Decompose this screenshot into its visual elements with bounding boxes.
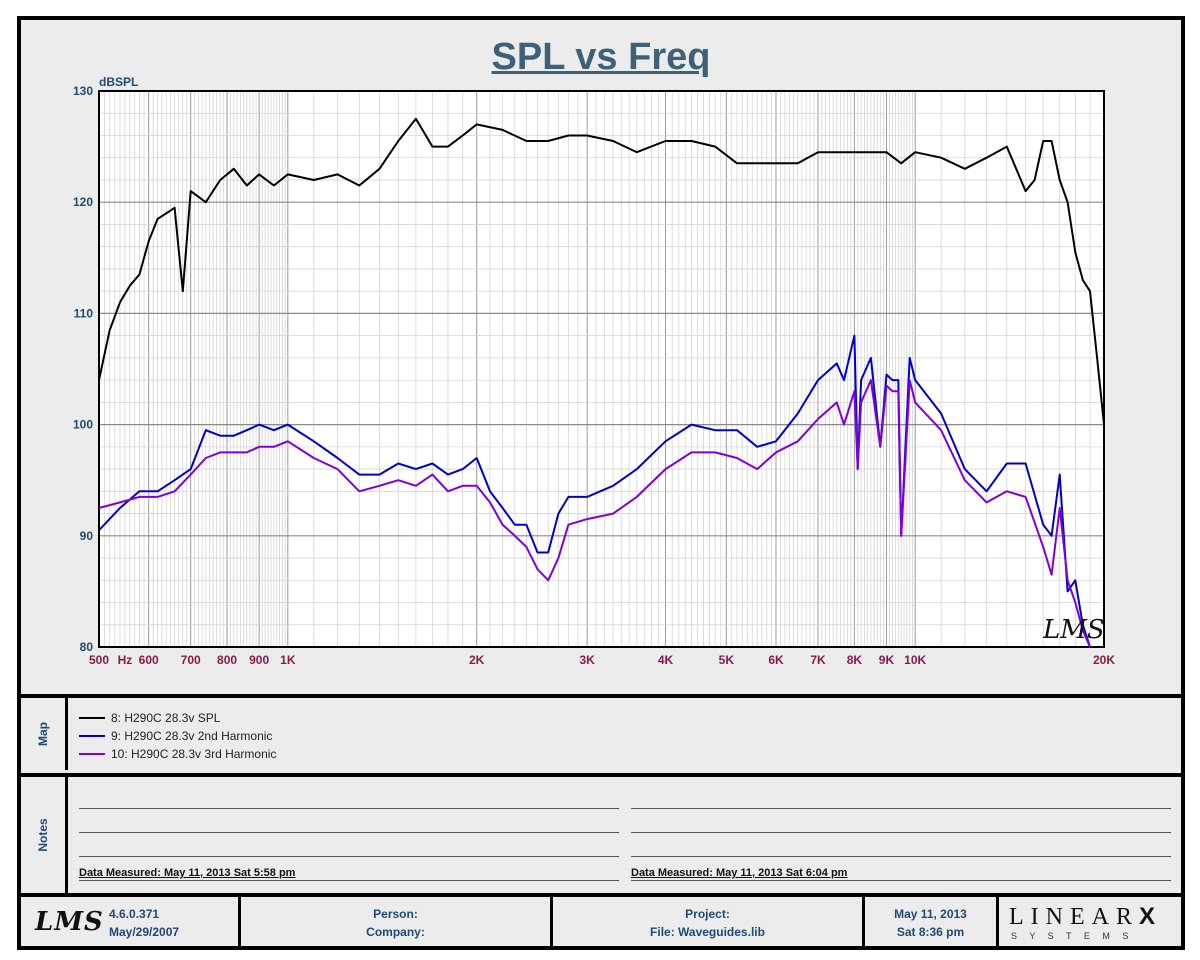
note-line-left-3: [79, 856, 619, 857]
footer-person-cell: Person: Company:: [241, 897, 553, 950]
legend-label: 9: H290C 28.3v 2nd Harmonic: [111, 729, 273, 743]
x-tick-label: 900: [249, 653, 269, 667]
legend-item: 10: H290C 28.3v 3rd Harmonic: [79, 746, 276, 762]
note-line-right-3: [631, 856, 1171, 857]
footer-project-cell: Project: File: Waveguides.lib: [553, 897, 865, 950]
lms-logo: LMS: [35, 907, 104, 937]
chart-title: SPL vs Freq: [491, 36, 711, 78]
x-tick-label: 20K: [1093, 653, 1115, 667]
note-line-right-1: [631, 808, 1171, 809]
linearx-logo: LINEARX S Y S T E M S: [1009, 903, 1155, 941]
x-tick-label: 3K: [579, 653, 595, 667]
y-tick-label: 100: [73, 418, 93, 432]
data-measured-right: Data Measured: May 11, 2013 Sat 6:04 pm: [631, 867, 848, 879]
notes-side-label: Notes: [21, 777, 68, 893]
lms-watermark: LMS: [1042, 615, 1105, 645]
series-lines: [98, 117, 1105, 648]
x-tick-label: 9K: [879, 653, 895, 667]
y-tick-label: 130: [73, 84, 93, 98]
person-label: Person:: [373, 907, 418, 921]
version-date: May/29/2007: [109, 925, 180, 939]
y-tick-label: 120: [73, 195, 93, 209]
x-tick-label: 500: [89, 653, 109, 667]
series-line-2: [98, 334, 1091, 648]
company-label: Company:: [366, 925, 425, 939]
footer-date-cell: May 11, 2013 Sat 8:36 pm: [865, 897, 999, 950]
x-tick-labels: 500 Hz 600 700 800 900 1K 2K 3K 4K 5K 6K 7K 8K 9K 10K 20…: [89, 653, 1115, 667]
data-measured-left: Data Measured: May 11, 2013 Sat 5:58 pm: [79, 867, 296, 879]
footer: LMS 4.6.0.371 May/29/2007 Person: Compan…: [21, 893, 1181, 950]
x-tick-label: 4K: [658, 653, 674, 667]
series-line-1: [98, 117, 1105, 425]
x-tick-label: 600: [139, 653, 159, 667]
x-tick-label: 7K: [810, 653, 826, 667]
plot-area: [99, 91, 1104, 647]
footer-time: Sat 8:36 pm: [896, 925, 965, 939]
y-tick-label: 110: [74, 306, 94, 320]
note-line-right-4: [631, 880, 1171, 881]
map-side-label: Map: [21, 698, 68, 770]
note-line-left-1: [79, 808, 619, 809]
y-tick-label: 80: [80, 640, 94, 654]
y-axis-label: dBSPL: [99, 75, 138, 89]
x-tick-label: 6K: [768, 653, 784, 667]
legend-swatch: [79, 753, 105, 755]
legend-swatch: [79, 735, 105, 737]
report-frame: SPL vs Freq dBSPL 80 90 100 110 120 130 500 Hz…: [17, 16, 1185, 950]
project-label: Project:: [685, 907, 730, 921]
grid: [99, 90, 1104, 648]
legend-swatch: [79, 717, 105, 719]
legend-item: 8: H290C 28.3v SPL: [79, 710, 220, 726]
notes-panel: Notes Data Measured: May 11, 2013 Sat 5:…: [21, 773, 1181, 893]
note-line-left-2: [79, 832, 619, 833]
version: 4.6.0.371: [109, 907, 160, 921]
legend-label: 8: H290C 28.3v SPL: [111, 711, 221, 725]
map-panel: Map 8: H290C 28.3v SPL 9: H290C 28.3v 2nd…: [21, 694, 1181, 770]
chart-svg: dBSPL 80 90 100 110 120 130 500 Hz 600 700 800 900…: [73, 75, 1115, 667]
x-tick-label: 2K: [469, 653, 485, 667]
y-tick-labels: 80 90 100 110 120 130: [73, 84, 93, 654]
x-tick-label: 800: [217, 653, 237, 667]
footer-date: May 11, 2013: [894, 907, 967, 921]
y-tick-label: 90: [80, 529, 94, 543]
note-line-left-4: [79, 880, 619, 881]
x-tick-label: 10K: [904, 653, 926, 667]
plot-border: [98, 90, 1105, 648]
legend-label: 10: H290C 28.3v 3rd Harmonic: [111, 747, 277, 761]
x-tick-label: 1K: [280, 653, 296, 667]
x-tick-label: Hz: [118, 653, 133, 667]
footer-version-cell: LMS 4.6.0.371 May/29/2007: [21, 897, 241, 950]
series-line-3: [98, 379, 1091, 648]
note-line-right-2: [631, 832, 1171, 833]
file-label: File: Waveguides.lib: [650, 925, 765, 939]
x-tick-label: 5K: [719, 653, 735, 667]
x-tick-label: 700: [181, 653, 201, 667]
x-tick-label: 8K: [847, 653, 863, 667]
legend-item: 9: H290C 28.3v 2nd Harmonic: [79, 728, 272, 744]
